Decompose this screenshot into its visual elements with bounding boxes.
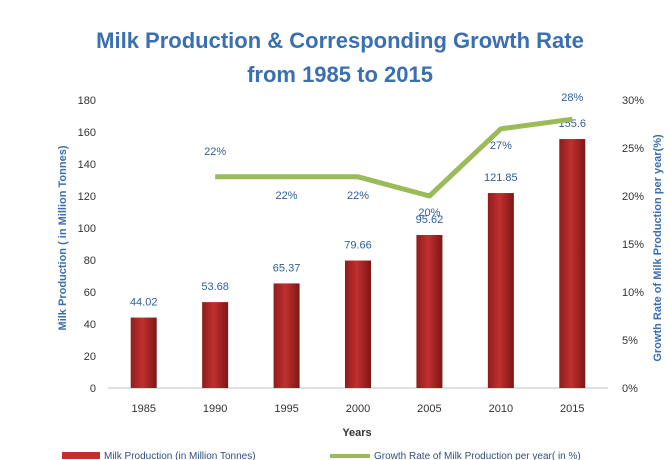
bar (345, 260, 371, 388)
growth-line (215, 116, 573, 199)
bar (130, 317, 157, 388)
y-left-tick-label: 80 (84, 255, 96, 267)
legend-label-line: Growth Rate of Milk Production per year(… (374, 451, 581, 460)
x-tick-label: 2015 (560, 403, 584, 415)
legend-label-bar: Milk Production (in Million Tonnes) (104, 451, 256, 460)
bar (202, 302, 229, 388)
bar-value-label: 53.68 (201, 281, 229, 293)
y-left-tick-label: 40 (84, 319, 96, 331)
growth-line-series (215, 116, 573, 199)
bar-value-label: 121.85 (484, 172, 518, 184)
y-left-tick-label: 160 (78, 127, 96, 139)
bar (416, 235, 443, 388)
y-left-tick-label: 100 (78, 223, 96, 235)
y-left-tick-label: 180 (78, 95, 96, 107)
growth-value-label: 22% (347, 190, 369, 202)
x-tick-label: 1985 (131, 403, 155, 415)
growth-value-label: 22% (204, 146, 226, 158)
bar (487, 193, 514, 388)
x-axis-title: Years (342, 427, 371, 439)
bar-value-label: 65.37 (273, 262, 301, 274)
y-left-tick-label: 0 (90, 383, 96, 395)
bar-value-label: 44.02 (130, 297, 158, 309)
bars (130, 139, 586, 388)
x-tick-label: 1995 (274, 403, 298, 415)
bar-value-label: 95.62 (416, 214, 444, 226)
x-tick-label: 2000 (346, 403, 370, 415)
y-right-tick-label: 0% (622, 383, 638, 395)
x-tick-label: 1990 (203, 403, 227, 415)
y-left-tick-label: 20 (84, 351, 96, 363)
legend: Milk Production (in Million Tonnes) Grow… (62, 451, 581, 460)
legend-swatch-bar (62, 452, 100, 459)
y-axis-right-title: Growth Rate of Milk Production per year(… (652, 134, 664, 362)
chart-title-line-1: Milk Production & Corresponding Growth R… (96, 28, 584, 53)
chart-title-line-2: from 1985 to 2015 (247, 62, 433, 87)
y-left-tick-label: 120 (78, 191, 96, 203)
x-tick-label: 2005 (417, 403, 441, 415)
growth-value-label: 20% (418, 207, 440, 219)
y-axis-left-title: Milk Production ( in Million Tonnes) (57, 145, 69, 330)
y-left-tick-label: 140 (78, 159, 96, 171)
y-right-tick-label: 30% (622, 95, 644, 107)
growth-value-label: 28% (561, 92, 583, 104)
y-right-tick-label: 10% (622, 287, 644, 299)
bar (559, 139, 586, 388)
y-right-tick-label: 15% (622, 239, 644, 251)
growth-value-label: 22% (276, 190, 298, 202)
y-right-tick-label: 25% (622, 143, 644, 155)
bar-value-label: 79.66 (344, 240, 372, 252)
y-right-tick-label: 5% (622, 335, 638, 347)
y-right-tick-label: 20% (622, 191, 644, 203)
x-tick-label: 2010 (489, 403, 513, 415)
bar (273, 283, 300, 388)
growth-value-label: 27% (490, 140, 512, 152)
y-axis-right-ticks: 0% 5% 10% 15% 20% 25% 30% (622, 95, 644, 395)
growth-line-labels: 22% 22% 22% 20% 27% 28% (204, 92, 583, 219)
x-axis-ticks: 1985 1990 1995 2000 2005 2010 2015 (131, 403, 584, 415)
y-axis-left-ticks: 0 20 40 60 80 100 120 140 160 180 (78, 95, 96, 395)
y-left-tick-label: 60 (84, 287, 96, 299)
